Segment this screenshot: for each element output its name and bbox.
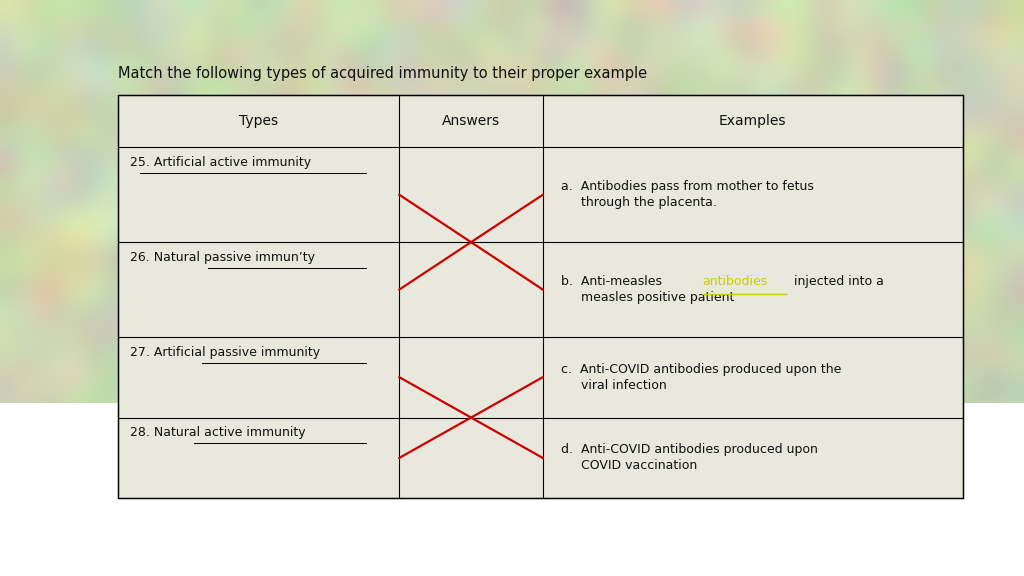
Text: c.  Anti-COVID antibodies produced upon the: c. Anti-COVID antibodies produced upon t… [561,363,842,376]
Text: Answers: Answers [442,114,500,128]
Text: Examples: Examples [719,114,786,128]
Text: 26. Natural passive immun’ty: 26. Natural passive immun’ty [130,251,315,264]
Text: measles positive patient: measles positive patient [561,291,734,304]
Text: antibodies: antibodies [701,275,767,288]
Text: Types: Types [239,114,279,128]
Text: 28. Natural active immunity: 28. Natural active immunity [130,426,306,439]
Text: d.  Anti-COVID antibodies produced upon: d. Anti-COVID antibodies produced upon [561,444,818,456]
Text: Match the following types of acquired immunity to their proper example: Match the following types of acquired im… [118,66,647,81]
Text: 27. Artificial passive immunity: 27. Artificial passive immunity [130,346,321,358]
Text: a.  Antibodies pass from mother to fetus: a. Antibodies pass from mother to fetus [561,180,814,193]
Text: 25. Artificial active immunity: 25. Artificial active immunity [130,156,311,169]
Bar [118,95,963,498]
Text: viral infection: viral infection [561,379,667,392]
Text: through the placenta.: through the placenta. [561,196,717,209]
Text: b.  Anti-measles: b. Anti-measles [561,275,670,288]
Text: injected into a: injected into a [786,275,884,288]
Text: COVID vaccination: COVID vaccination [561,460,697,472]
